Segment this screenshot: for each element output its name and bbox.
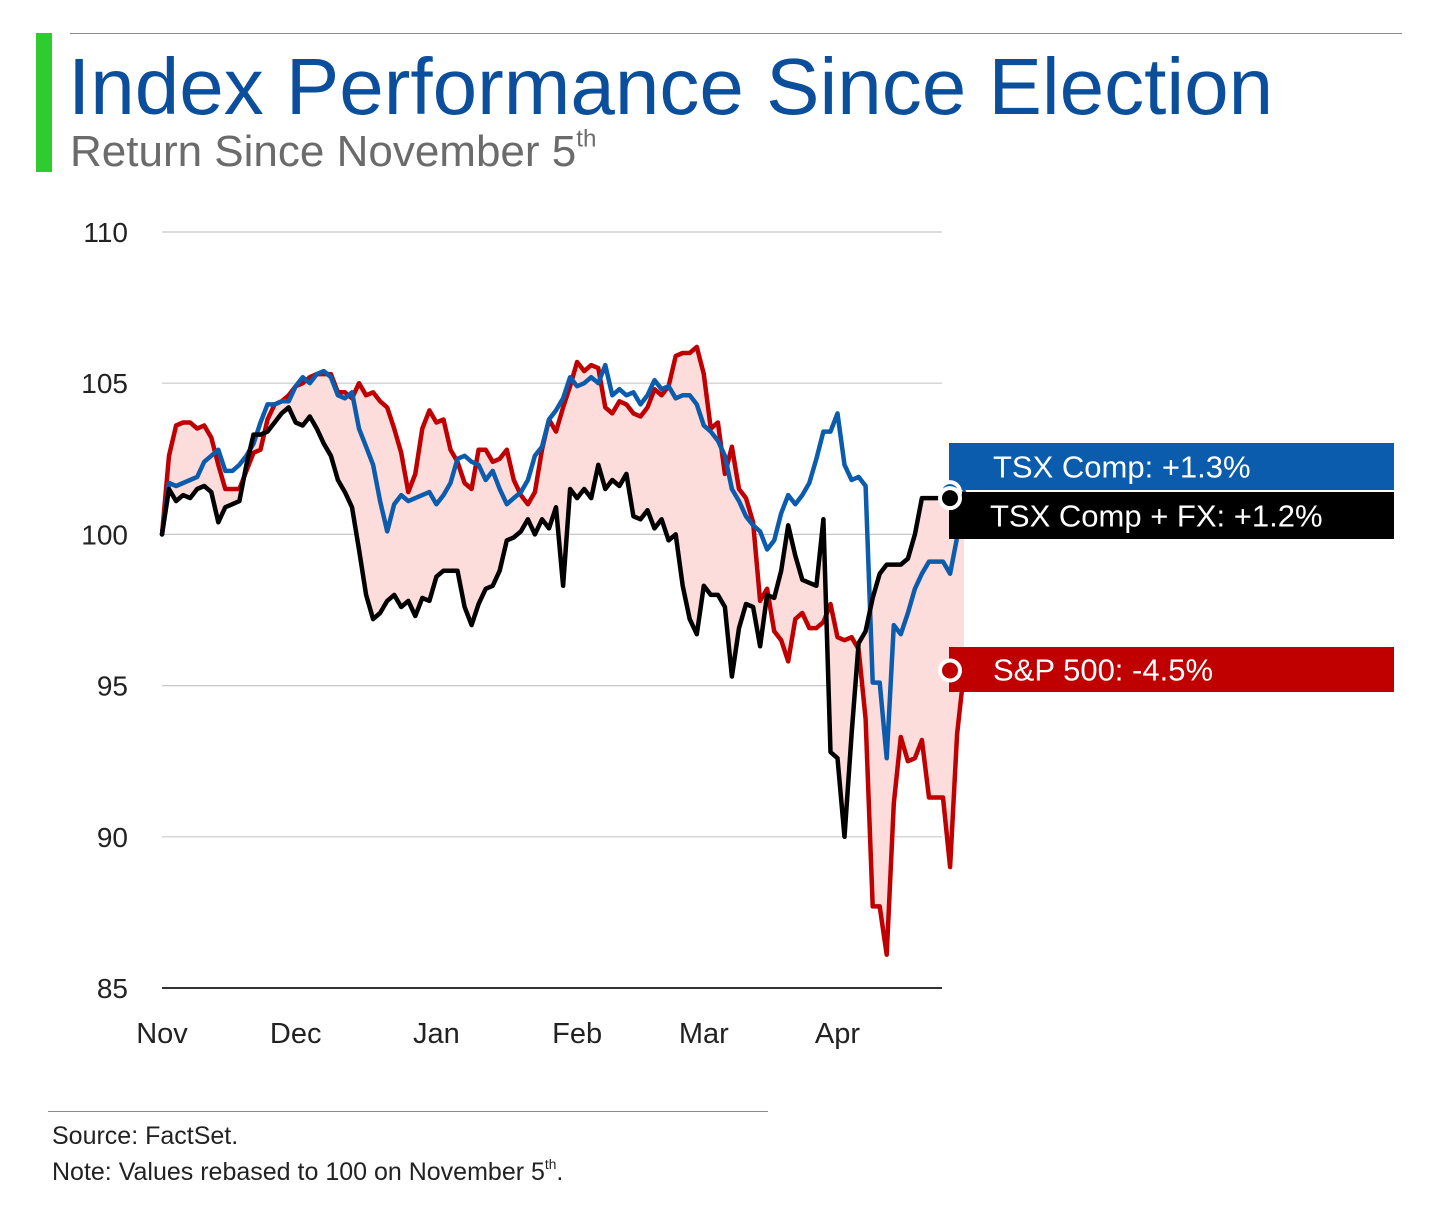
end-label-box-s-p-500 [949, 647, 1394, 692]
x-tick-label: Nov [136, 1018, 188, 1050]
y-tick-label: 95 [97, 671, 128, 702]
x-tick-label: Jan [413, 1018, 460, 1050]
y-tick-label: 85 [97, 973, 128, 1004]
chart-title: Index Performance Since Election [68, 42, 1274, 131]
end-label-s-p-500: S&P 500: -4.5% [993, 653, 1213, 688]
x-tick-label: Dec [270, 1018, 322, 1050]
end-label-box-tsx-comp [949, 443, 1394, 490]
y-tick-label: 100 [81, 519, 128, 550]
y-tick-label: 110 [83, 217, 128, 248]
subtitle-ordinal: th [576, 125, 597, 153]
x-tick-label: Mar [679, 1018, 729, 1050]
x-tick-label: Apr [815, 1018, 860, 1050]
rebase-note-text: Note: Values rebased to 100 on November … [52, 1158, 545, 1186]
rebase-note: Note: Values rebased to 100 on November … [52, 1156, 563, 1188]
rebase-note-end: . [556, 1158, 564, 1186]
top-rule [70, 33, 1402, 34]
end-label-tsx-comp-fx: TSX Comp + FX: +1.2% [990, 499, 1323, 534]
y-tick-label: 90 [97, 822, 128, 853]
end-label-tsx-comp: TSX Comp: +1.3% [993, 450, 1251, 485]
x-tick-label: Feb [552, 1018, 602, 1050]
end-label-box-tsx-comp-fx [949, 492, 1394, 539]
end-marker-tsx-comp-fx [938, 486, 962, 511]
y-tick-label: 105 [81, 368, 128, 399]
chart-subtitle: Return Since November 5th [70, 126, 596, 178]
line-chart: 110 105 100 95 90 85 Nov Dec Jan Feb Mar Apr TSX Com… [81, 217, 1394, 1050]
rebase-note-ordinal: th [544, 1157, 557, 1172]
series-line-tsx-comp [159, 362, 967, 761]
source-note: Source: FactSet. [52, 1122, 239, 1150]
spread-fill-area [162, 346, 965, 955]
title-accent-bar [36, 33, 52, 172]
end-marker-s-p-500 [938, 658, 962, 683]
series-line-tsx-comp-fx [159, 405, 967, 840]
footer-rule [48, 1111, 768, 1112]
subtitle-text: Return Since November 5 [70, 127, 577, 176]
